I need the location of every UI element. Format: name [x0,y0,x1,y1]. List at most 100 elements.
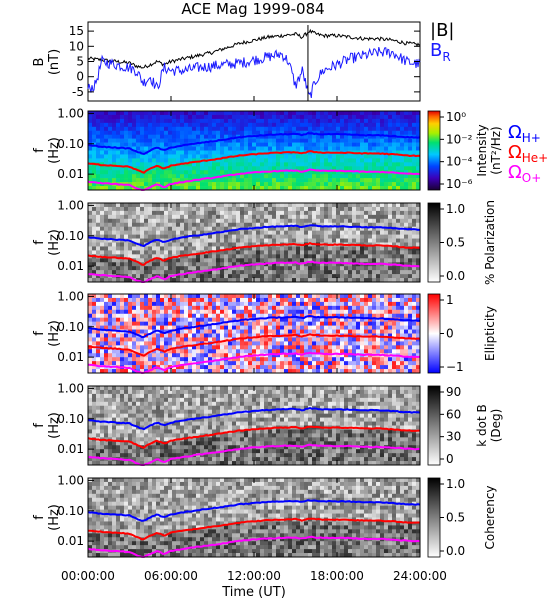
heatmap-cell [144,301,149,307]
heatmap-cell [312,162,317,167]
heatmap-cell [136,130,141,135]
heatmap-cell [168,301,173,307]
heatmap-cell [276,111,281,116]
heatmap-cell [368,114,373,120]
heatmap-cell [372,218,377,224]
heatmap-cell [160,345,165,350]
heatmap-cell [140,258,145,263]
heatmap-cell [288,142,293,147]
heatmap-cell [380,361,385,366]
heatmap-cell [224,114,229,120]
heatmap-cell [160,262,165,267]
heatmap-cell [236,270,241,275]
heatmap-cell [188,274,193,279]
heatmap-cell [132,321,137,326]
heatmap-cell [220,226,225,231]
heatmap-cell [108,250,113,255]
heatmap-cell [396,242,401,247]
heatmap-cell [392,369,397,374]
heatmap-cell [336,111,341,116]
heatmap-cell [136,214,141,220]
heatmap-cell [228,341,233,346]
heatmap-cell [152,262,157,267]
heatmap-cell [128,270,133,275]
heatmap-cell [184,111,189,116]
heatmap-cell [132,254,137,259]
heatmap-cell [184,242,189,247]
heatmap-cell [148,333,153,338]
heatmap-cell [244,305,249,311]
heatmap-cell [228,254,233,259]
heatmap-cell [252,274,257,279]
heatmap-cell [316,218,321,224]
heatmap-cell [188,258,193,263]
heatmap-cell [108,297,113,303]
heatmap-cell [340,297,345,303]
heatmap-cell [240,214,245,220]
heatmap-cell [240,242,245,247]
heatmap-cell [104,154,109,159]
heatmap-cell [256,301,261,307]
heatmap-cell [396,246,401,251]
heatmap-cell [200,162,205,167]
heatmap-cell [164,337,169,342]
heatmap-cell [396,186,401,191]
heatmap-cell [184,246,189,251]
heatmap-cell [168,262,173,267]
heatmap-cell [372,230,377,235]
heatmap-cell [256,118,261,124]
heatmap-cell [408,278,413,283]
heatmap-cell [108,174,113,179]
heatmap-cell [220,142,225,147]
heatmap-cell [324,218,329,224]
heatmap-cell [388,301,393,307]
heatmap-cell [384,274,389,279]
heatmap-cell [212,262,217,267]
heatmap-cell [244,162,249,167]
heatmap-cell [224,262,229,267]
heatmap-cell [244,270,249,275]
heatmap-cell [116,214,121,220]
heatmap-cell [376,274,381,279]
heatmap-cell [136,246,141,251]
heatmap-cell [308,226,313,231]
heatmap-cell [196,313,201,318]
heatmap-cell [328,317,333,322]
heatmap-cell [124,297,129,303]
heatmap-cell [404,222,409,227]
heatmap-cell [308,122,313,128]
heatmap-cell [96,158,101,163]
heatmap-cell [372,254,377,259]
heatmap-cell [112,178,117,183]
heatmap-cell [408,206,413,212]
heatmap-cell [244,301,249,307]
heatmap-cell [96,138,101,143]
heatmap-cell [340,226,345,231]
heatmap-cell [96,309,101,315]
heatmap-cell [264,138,269,143]
heatmap-cell [156,309,161,315]
heatmap-cell [200,329,205,334]
heatmap-cell [228,218,233,224]
heatmap-cell [340,166,345,171]
heatmap-cell [168,250,173,255]
heatmap-cell [168,321,173,326]
heatmap-cell [100,214,105,220]
heatmap-cell [92,214,97,220]
heatmap-cell [224,333,229,338]
heatmap-cell [308,274,313,279]
heatmap-cell [292,329,297,334]
legend-b-radial-main: B [430,40,442,61]
heatmap-cell [232,150,237,155]
heatmap-cell [360,258,365,263]
heatmap-cell [88,305,93,311]
heatmap-cell [264,130,269,135]
heatmap-cell [232,329,237,334]
heatmap-cell [312,341,317,346]
heatmap-cell [252,333,257,338]
heatmap-cell [212,122,217,128]
heatmap-cell [252,242,257,247]
heatmap-cell [332,341,337,346]
heatmap-cell [404,130,409,135]
heatmap-cell [216,130,221,135]
